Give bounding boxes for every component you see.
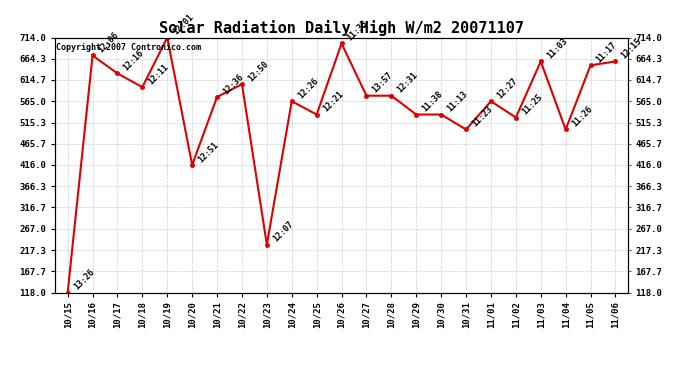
Text: 12:07: 12:07: [271, 220, 295, 244]
Text: 13:26: 13:26: [72, 268, 96, 292]
Text: 12:27: 12:27: [495, 76, 519, 101]
Text: 11:38: 11:38: [420, 90, 444, 114]
Text: 12:06: 12:06: [97, 31, 121, 55]
Text: 11:25: 11:25: [520, 93, 544, 117]
Title: Solar Radiation Daily High W/m2 20071107: Solar Radiation Daily High W/m2 20071107: [159, 20, 524, 36]
Text: 12:36: 12:36: [221, 72, 245, 96]
Text: 11:33: 11:33: [346, 19, 370, 43]
Text: 12:15: 12:15: [620, 37, 644, 61]
Text: 11:17: 11:17: [595, 40, 619, 64]
Text: 11:13: 11:13: [445, 90, 469, 114]
Text: 12:16: 12:16: [121, 49, 146, 73]
Text: 11:26: 11:26: [570, 105, 594, 129]
Text: 11:23: 11:23: [470, 105, 494, 129]
Text: 12:50: 12:50: [246, 59, 270, 83]
Text: Copyright 2007 Contronico.com: Copyright 2007 Contronico.com: [57, 43, 201, 52]
Text: 12:11: 12:11: [146, 62, 170, 86]
Text: 13:57: 13:57: [371, 71, 395, 95]
Text: 12:26: 12:26: [296, 76, 320, 101]
Text: 12:51: 12:51: [197, 140, 220, 164]
Text: 12:01: 12:01: [171, 13, 195, 37]
Text: 12:31: 12:31: [395, 71, 420, 95]
Text: 11:03: 11:03: [545, 37, 569, 61]
Text: 12:21: 12:21: [321, 90, 345, 114]
